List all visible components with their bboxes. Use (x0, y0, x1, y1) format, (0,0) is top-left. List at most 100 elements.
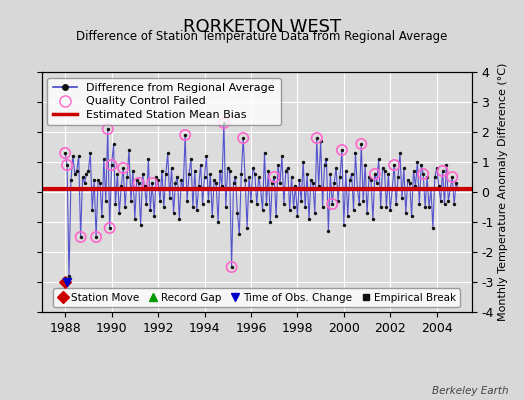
Point (401, 210, 410, 216)
Point (136, 222, 145, 228)
Point (319, 204, 327, 210)
Point (448, 174, 456, 180)
Point (191, 168, 199, 174)
Point (231, 174, 239, 180)
Point (196, 162, 205, 168)
Point (146, 207, 155, 213)
Point (340, 222, 348, 228)
Point (92, 234, 100, 240)
Point (100, 156, 108, 162)
Point (142, 201, 150, 207)
Point (92, 234, 100, 240)
Point (150, 213, 158, 219)
Point (305, 216, 313, 222)
Point (266, 219, 275, 225)
Point (98, 213, 106, 219)
Point (61, 279, 69, 285)
Point (421, 204, 429, 210)
Point (225, 168, 234, 174)
Point (166, 195, 174, 201)
Point (303, 171, 311, 177)
Point (216, 168, 224, 174)
Point (161, 171, 170, 177)
Point (235, 231, 244, 237)
Point (129, 168, 137, 174)
Point (249, 165, 257, 171)
Point (307, 177, 315, 183)
Point (105, 225, 114, 231)
Point (183, 198, 191, 204)
Point (158, 168, 166, 174)
Point (67, 177, 75, 183)
Point (262, 201, 270, 207)
Point (378, 165, 387, 171)
Point (104, 126, 112, 132)
Point (148, 180, 157, 186)
Point (311, 210, 319, 216)
Point (253, 201, 261, 207)
Point (272, 213, 280, 219)
Point (214, 219, 222, 225)
Point (359, 198, 367, 204)
Point (328, 201, 336, 207)
Point (222, 204, 230, 210)
Point (135, 180, 143, 186)
Point (353, 186, 362, 192)
Point (342, 168, 350, 174)
Point (90, 177, 99, 183)
Point (192, 207, 201, 213)
Point (233, 210, 242, 216)
Point (334, 198, 342, 204)
Point (350, 207, 358, 213)
Point (61, 150, 69, 156)
Point (355, 201, 364, 207)
Point (442, 162, 451, 168)
Legend: Station Move, Record Gap, Time of Obs. Change, Empirical Break: Station Move, Record Gap, Time of Obs. C… (53, 288, 461, 307)
Point (125, 147, 133, 153)
Point (264, 168, 272, 174)
Point (363, 210, 372, 216)
Point (156, 198, 164, 204)
Point (351, 150, 359, 156)
Point (187, 156, 195, 162)
Point (411, 183, 420, 189)
Point (301, 204, 309, 210)
Point (71, 171, 79, 177)
Point (96, 180, 104, 186)
Point (313, 135, 321, 141)
Point (260, 150, 269, 156)
Point (200, 174, 209, 180)
Point (199, 201, 207, 207)
Point (94, 177, 102, 183)
Point (123, 174, 132, 180)
Point (281, 168, 290, 174)
Point (330, 180, 339, 186)
Point (179, 186, 188, 192)
Point (63, 279, 71, 285)
Point (369, 216, 377, 222)
Point (144, 156, 152, 162)
Point (239, 135, 247, 141)
Point (194, 183, 203, 189)
Point (258, 207, 267, 213)
Point (386, 207, 395, 213)
Point (448, 174, 456, 180)
Point (171, 180, 180, 186)
Point (357, 141, 365, 147)
Point (338, 147, 346, 153)
Point (88, 207, 96, 213)
Point (243, 225, 252, 231)
Point (72, 168, 81, 174)
Point (61, 150, 69, 156)
Point (220, 120, 228, 126)
Point (181, 132, 189, 138)
Point (434, 183, 443, 189)
Point (105, 225, 114, 231)
Point (107, 162, 116, 168)
Point (77, 234, 85, 240)
Point (175, 216, 183, 222)
Point (370, 171, 379, 177)
Point (256, 186, 265, 192)
Point (104, 126, 112, 132)
Point (154, 177, 162, 183)
